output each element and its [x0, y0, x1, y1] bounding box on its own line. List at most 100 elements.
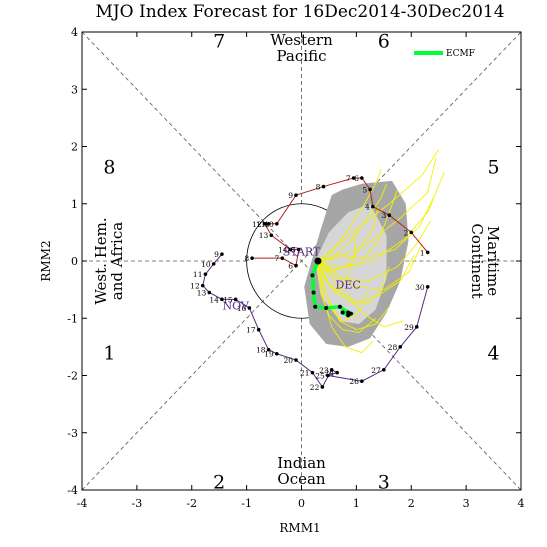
dec-track-point	[368, 187, 372, 192]
dec-track-point	[321, 184, 326, 189]
nov-track-point	[398, 345, 403, 349]
ensemble-member-line	[317, 220, 431, 282]
nov-track-day-label: 20	[283, 356, 293, 365]
x-tick-label: -4	[77, 497, 88, 510]
phase-number: 1	[103, 343, 115, 365]
region-left-line1: West. Hem.	[92, 217, 110, 304]
dec-track-day-label: 6	[354, 174, 359, 183]
dec-track-point	[262, 221, 267, 226]
dec-track-point	[409, 230, 414, 235]
dec-track-point	[269, 233, 274, 238]
ensemble-members	[317, 149, 445, 354]
dec-track-day-label: 5	[362, 185, 367, 194]
dec-track-point	[280, 256, 285, 260]
nov-track-day-label: 23	[319, 366, 329, 375]
dec-track-day-label: 8	[316, 183, 321, 192]
nov-track-point	[360, 379, 364, 384]
nov-track-point	[200, 283, 205, 288]
region-top-line1: Western	[270, 31, 333, 49]
y-tick-label: -4	[67, 484, 78, 497]
dec-track-line	[252, 177, 429, 267]
nov-track-point	[414, 325, 419, 329]
month-label: NOV	[222, 300, 249, 313]
nov-track-point	[335, 370, 339, 375]
nov-track-point	[326, 373, 330, 378]
nov-track-day-label: 12	[190, 282, 200, 291]
diagonal-line	[81, 31, 522, 491]
nov-track-day-label: 15	[223, 295, 233, 304]
dec-track-day-label: 15	[286, 246, 296, 255]
dec-track-day-label: 14	[278, 246, 288, 255]
dec-track-point	[425, 250, 430, 255]
nov-track-point	[329, 367, 334, 372]
x-tick-label: -2	[186, 497, 197, 510]
ensemble-member-line	[317, 260, 404, 328]
phase-number: 6	[378, 31, 390, 53]
nov-track-day-label: 13	[197, 288, 207, 297]
nov-track-day-label: 14	[209, 295, 219, 304]
spread-inner	[315, 203, 387, 324]
x-tick-label: 0	[298, 497, 305, 510]
ecmf-point	[311, 290, 316, 295]
nov-track-day-label: 18	[256, 346, 266, 355]
phase-number: 5	[488, 157, 500, 179]
nov-track-line	[202, 253, 429, 388]
nov-track-day-label: 27	[371, 366, 381, 375]
ensemble-member-line	[317, 197, 434, 262]
ecmf-point	[313, 304, 318, 309]
y-axis-label: RMM2	[39, 240, 53, 281]
nov-track-day-label: 16	[237, 304, 247, 313]
phase-number: 8	[103, 157, 115, 179]
nov-track-point	[220, 252, 224, 256]
ensemble-member-line	[317, 149, 440, 262]
nov-track-day-label: 11	[193, 270, 203, 279]
dec-track-day-label: 3	[382, 211, 387, 220]
nov-track-day-label: 25	[315, 372, 325, 381]
month-label: START	[283, 245, 321, 258]
dec-track-day-label: 6	[288, 262, 293, 271]
ensemble-member-line	[317, 260, 376, 334]
region-top-line2: Pacific	[277, 47, 327, 65]
dec-track-day-label: 8	[244, 254, 249, 263]
ensemble-member-line	[317, 260, 390, 305]
x-tick-label: 1	[353, 497, 360, 510]
nov-track-day-label: 10	[201, 260, 211, 269]
nov-track-point	[275, 351, 279, 356]
nov-track-point	[256, 327, 261, 332]
ensemble-member-line	[317, 260, 374, 354]
nov-track-point	[207, 290, 212, 295]
ecmf-point	[324, 305, 329, 310]
phase-number: 7	[213, 31, 225, 53]
ensemble-member-line	[317, 172, 445, 268]
dec-track-point	[371, 204, 375, 209]
dec-track-day-label: 11	[256, 220, 266, 229]
ensemble-member-line	[317, 157, 437, 262]
phase-number: 3	[378, 471, 390, 493]
dec-track-point	[266, 221, 271, 226]
ensemble-member-line	[317, 189, 398, 271]
dec-track-day-label: 4	[365, 203, 370, 212]
ecmf-point	[346, 313, 351, 318]
nov-track-point	[220, 297, 224, 302]
dec-track-day-label: 9	[288, 191, 293, 200]
phase-number: 4	[488, 343, 500, 365]
nov-track-point	[233, 297, 238, 302]
dec-track-point	[275, 221, 279, 226]
dec-track-day-label: 13	[259, 231, 269, 240]
nov-track-point	[211, 262, 216, 266]
nov-track-day-label: 19	[264, 350, 274, 359]
nov-track-point	[294, 358, 298, 362]
chart-title: MJO Index Forecast for 16Dec2014-30Dec20…	[95, 2, 504, 22]
ecmf-point	[337, 304, 342, 309]
dec-track-day-label: 2	[403, 228, 408, 237]
region-bottom-line1: Indian	[277, 454, 326, 472]
y-tick-label: 0	[71, 255, 78, 268]
dec-track-point	[351, 176, 356, 180]
ecmf-point	[340, 310, 345, 315]
nov-track-point	[203, 272, 208, 276]
nov-track-day-label: 21	[300, 369, 310, 378]
x-tick-label: 3	[463, 497, 470, 510]
region-right-line1: Maritime	[484, 226, 502, 296]
